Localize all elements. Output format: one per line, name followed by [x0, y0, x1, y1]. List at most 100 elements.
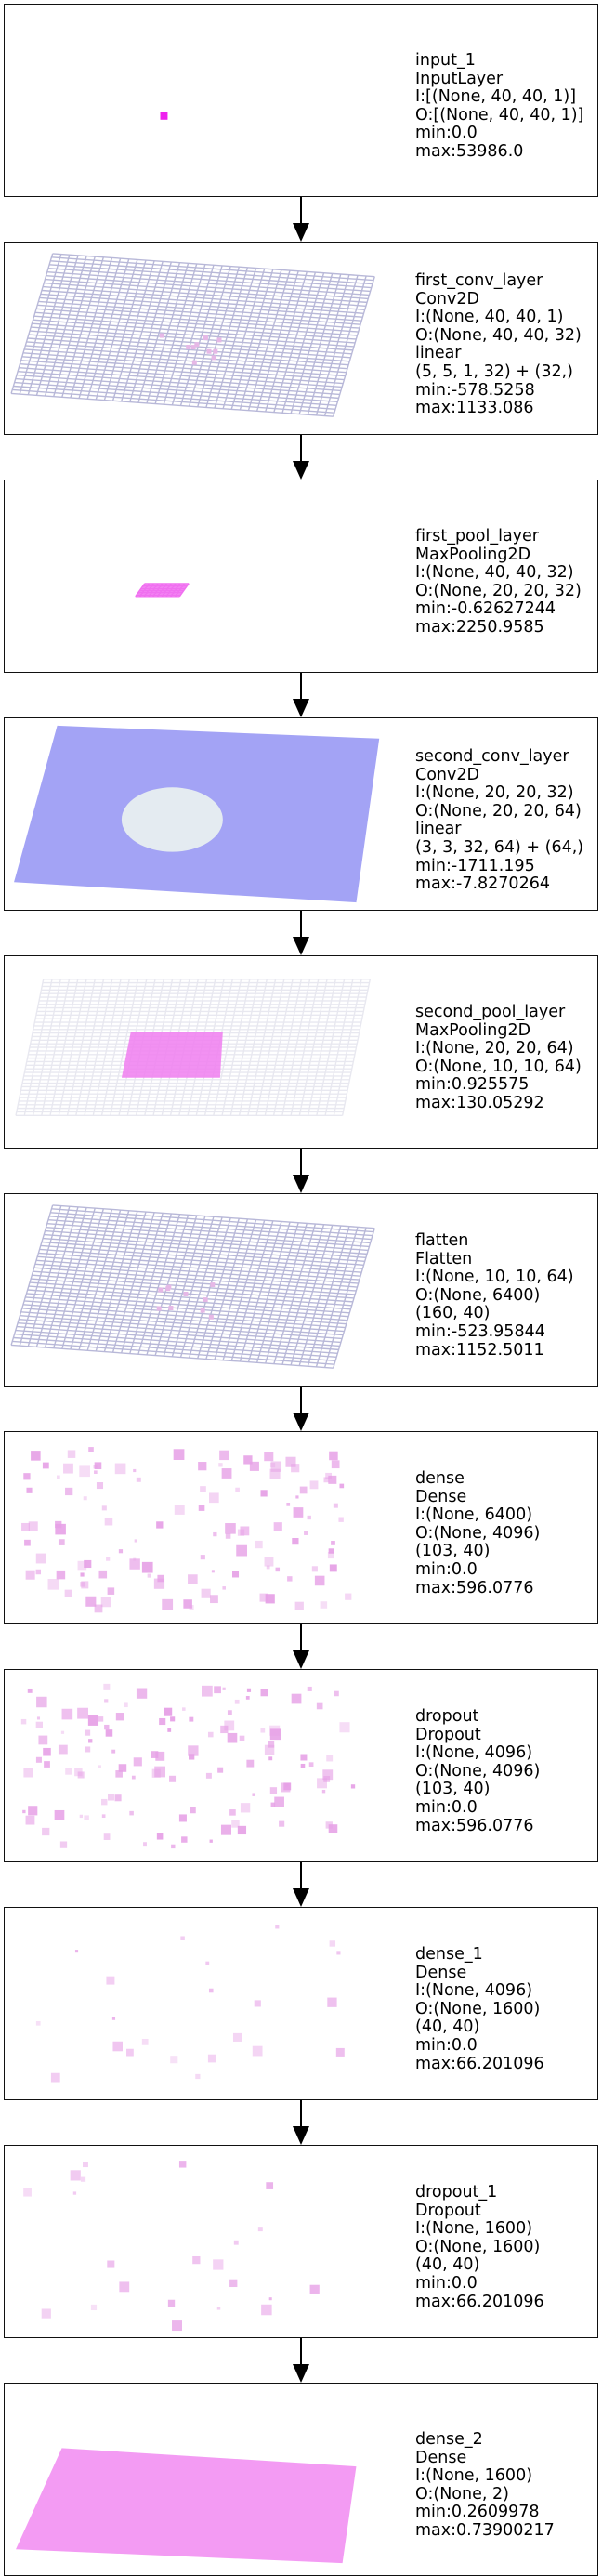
activation-square: [335, 2047, 345, 2057]
activation-square: [164, 1707, 173, 1716]
activation-square: [141, 1561, 153, 1573]
activation-square: [220, 1824, 231, 1835]
activation-square: [299, 1486, 308, 1494]
grid-line: [205, 1218, 249, 1360]
grid-line: [178, 583, 190, 598]
activation-square: [225, 1523, 236, 1534]
activation-square: [136, 1477, 141, 1482]
activation-square: [115, 1713, 124, 1721]
activation-square: [245, 1695, 250, 1700]
activation-square: [207, 2054, 216, 2063]
layer-detail: O:[(None, 40, 40, 1)]: [415, 105, 584, 125]
activation-square: [316, 1702, 323, 1710]
layer-type: Flatten: [415, 1249, 473, 1268]
activation-square: [42, 1827, 50, 1836]
grid-line: [307, 1226, 350, 1367]
activation-square: [270, 1461, 282, 1472]
layer-label: second_conv_layer Conv2D I:(None, 20, 20, …: [415, 747, 583, 894]
layer-label: dropout_1 Dropout I:(None, 1600) O:(None, 1…: [415, 2183, 544, 2311]
layer-visualization: [16, 2448, 357, 2564]
layer-box-second_pool_layer: second_pool_layer MaxPooling2D I:(None, 20…: [4, 955, 598, 1149]
activation-square: [157, 1574, 164, 1583]
activation-square: [294, 1601, 304, 1610]
grid-line: [197, 267, 240, 407]
activation-square: [80, 1572, 85, 1577]
layer-visualization: [10, 1204, 375, 1369]
activation-patch: [121, 1032, 223, 1078]
activation-square: [331, 1541, 335, 1545]
activation-square: [257, 2227, 263, 2232]
layer-detail: I:(None, 1600): [415, 2219, 533, 2239]
activation-square: [98, 1570, 108, 1579]
activation-cell: [213, 348, 218, 354]
activation-square: [345, 1593, 352, 1600]
activation-square: [314, 1575, 325, 1586]
grid-line: [214, 1219, 257, 1360]
layer-name: first_pool_layer: [415, 527, 539, 545]
activation-square: [150, 1751, 159, 1758]
grid-line: [13, 385, 336, 410]
layer-detail: O:(None, 4096): [415, 1761, 541, 1781]
activation-square: [98, 1716, 104, 1722]
activation-square: [114, 1463, 126, 1475]
grid-line: [179, 265, 223, 406]
activation-square: [35, 1721, 44, 1729]
activation-square: [136, 1688, 148, 1699]
activation-square: [275, 1567, 281, 1572]
activation-square: [74, 1950, 79, 1953]
activation-square: [189, 1716, 194, 1722]
activation-square: [200, 1486, 206, 1492]
activation-square: [202, 1685, 213, 1697]
activation-square: [36, 1696, 47, 1708]
activation-square: [56, 1570, 66, 1580]
layer-label: input_1 InputLayer I:[(None, 40, 40, 1)] O:…: [415, 51, 584, 162]
activation-square: [20, 1718, 27, 1725]
arrow-down-icon: [293, 1888, 309, 1907]
activation-square: [329, 1940, 336, 1947]
activation-square: [170, 1716, 176, 1722]
activation-square: [329, 1564, 337, 1572]
activation-square: [334, 1690, 339, 1697]
activation-square: [25, 1815, 35, 1825]
activation-square: [210, 1595, 218, 1604]
layer-detail: (40, 40): [415, 2017, 480, 2037]
activation-square: [65, 1487, 73, 1496]
layer-detail: O:(None, 20, 20, 32): [415, 581, 582, 600]
grid-line: [290, 979, 320, 1116]
layer-detail: I:(None, 20, 20, 64): [415, 1039, 574, 1058]
layer-name: dropout: [415, 1707, 479, 1726]
activation-square: [118, 1764, 127, 1772]
layer-type: MaxPooling2D: [415, 1020, 531, 1040]
activation-square: [240, 1526, 250, 1536]
layer-detail: I:[(None, 40, 40, 1)]: [415, 87, 577, 107]
layer-detail: O:(None, 20, 20, 64): [415, 801, 582, 821]
grid-line: [255, 979, 285, 1116]
activation-square: [141, 2038, 149, 2045]
grid-line: [239, 269, 282, 411]
layer-detail: max:596.0776: [415, 1816, 534, 1835]
activation-square: [169, 1775, 177, 1782]
activation-square: [246, 1688, 252, 1692]
layer-box-dropout_1: dropout_1 Dropout I:(None, 1600) O:(None, 1…: [4, 2145, 598, 2338]
activation-square: [329, 1451, 338, 1461]
activation-square: [70, 2170, 81, 2181]
activation-square: [229, 1809, 236, 1816]
layer-detail: min:0.0: [415, 2273, 478, 2293]
connector-line: [300, 1624, 302, 1650]
activation-square: [94, 1604, 103, 1613]
activation-square: [107, 1587, 115, 1595]
layer-detail: min:0.0: [415, 1797, 478, 1817]
activation-square: [115, 1770, 123, 1778]
activation-square: [235, 1487, 240, 1492]
layer-detail: O:(None, 4096): [415, 1523, 541, 1543]
activation-square: [173, 1449, 185, 1460]
activation-square: [227, 1710, 232, 1715]
activation-square: [55, 1520, 62, 1529]
activation-square: [222, 1687, 226, 1690]
activation-square: [309, 1480, 319, 1490]
activation-square: [106, 1557, 111, 1561]
layer-detail: (160, 40): [415, 1304, 491, 1323]
grid-line: [290, 1225, 334, 1366]
activation-square: [41, 2308, 51, 2319]
grid-line: [14, 381, 337, 406]
